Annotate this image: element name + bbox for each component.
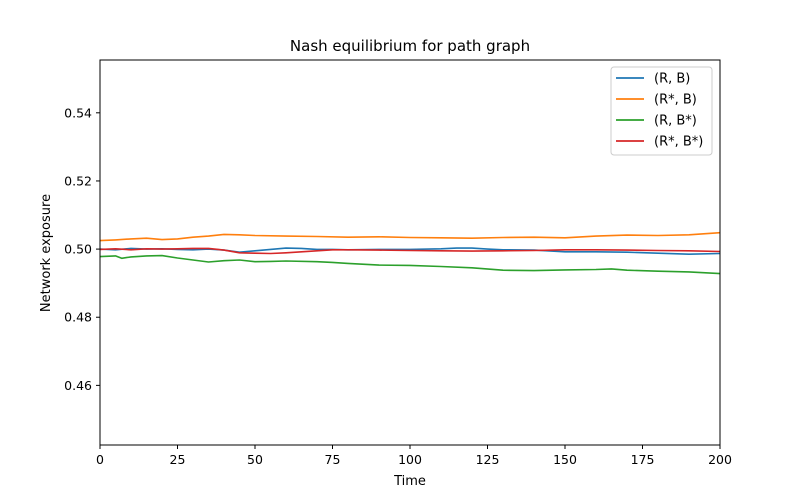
series-line-2 <box>99 231 721 242</box>
y-tick-label: 0.52 <box>64 173 92 188</box>
legend-label: (R*, B) <box>654 93 697 108</box>
legend: (R, B) (R*, B) (R, B*) (R*, B*) <box>610 66 713 156</box>
x-tick-label: 125 <box>476 452 500 467</box>
y-axis-label: Network exposure <box>39 194 54 312</box>
legend-label: (R, B) <box>654 72 690 87</box>
series-lines <box>99 231 721 275</box>
x-axis-label: Time <box>393 474 426 489</box>
x-tick-label: 75 <box>325 452 341 467</box>
chart-title: Nash equilibrium for path graph <box>290 37 530 55</box>
x-tick-label: 100 <box>398 452 422 467</box>
legend-label: (R, B*) <box>654 114 697 129</box>
x-tick-label: 0 <box>96 452 104 467</box>
legend-box <box>610 66 713 156</box>
series-line-4 <box>99 247 721 255</box>
x-tick-label: 150 <box>553 452 577 467</box>
legend-label: (R*, B*) <box>654 135 703 150</box>
y-tick-label: 0.48 <box>64 310 92 325</box>
x-axis-ticks: 0 25 50 75 100 125 150 175 200 <box>96 445 732 467</box>
y-axis-ticks: 0.46 0.48 0.50 0.52 0.54 <box>64 105 100 393</box>
y-tick-label: 0.50 <box>64 242 92 257</box>
y-tick-label: 0.54 <box>64 105 92 120</box>
x-tick-label: 175 <box>631 452 655 467</box>
y-tick-label: 0.46 <box>64 378 92 393</box>
x-tick-label: 25 <box>170 452 186 467</box>
x-tick-label: 200 <box>708 452 732 467</box>
series-line-3 <box>99 254 721 275</box>
x-tick-label: 50 <box>247 452 263 467</box>
